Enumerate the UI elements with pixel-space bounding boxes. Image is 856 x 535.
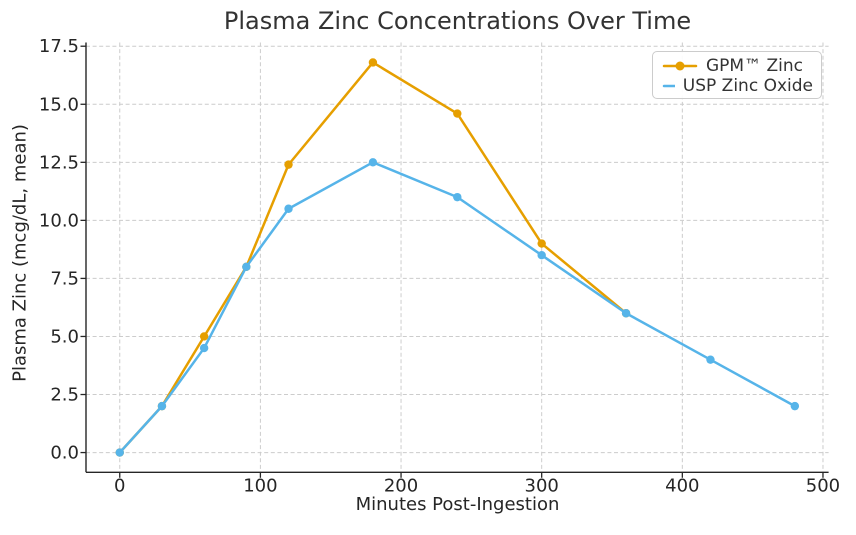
legend-line-sample-gpm-icon xyxy=(662,61,698,71)
x-tick-label: 0 xyxy=(114,476,125,497)
data-point-marker xyxy=(157,401,167,411)
y-tick-label: 10.0 xyxy=(39,210,79,231)
data-point-marker xyxy=(368,58,378,67)
data-point-marker xyxy=(453,109,462,118)
x-tick-label: 500 xyxy=(806,476,840,497)
x-tick-label: 100 xyxy=(243,476,277,497)
legend: GPM™ Zinc USP Zinc Oxide xyxy=(652,51,822,99)
x-tick-label: 400 xyxy=(665,476,699,497)
data-point-marker xyxy=(621,309,631,318)
legend-marker-gpm-icon xyxy=(675,61,685,71)
data-point-marker xyxy=(284,204,293,213)
chart-title: Plasma Zinc Concentrations Over Time xyxy=(223,7,692,35)
data-point-marker xyxy=(242,262,251,272)
data-point-marker xyxy=(199,332,209,341)
legend-item-usp-zinc-oxide: USP Zinc Oxide xyxy=(662,76,813,96)
data-point-marker xyxy=(537,250,546,260)
y-tick-label: 5.0 xyxy=(50,326,79,347)
series-markers-usp-zinc-oxide xyxy=(115,158,800,457)
x-axis-label: Minutes Post-Ingestion xyxy=(355,494,560,515)
data-point-marker xyxy=(537,239,546,248)
x-tick-label: 300 xyxy=(525,476,559,497)
y-tick-label: 7.5 xyxy=(50,268,79,289)
axes-spines xyxy=(85,42,829,473)
y-tick-label: 0.0 xyxy=(50,443,79,464)
data-point-marker xyxy=(706,355,715,364)
tick-marks xyxy=(80,45,824,478)
legend-label-usp: USP Zinc Oxide xyxy=(682,76,813,96)
legend-item-gpm-zinc: GPM™ Zinc xyxy=(662,56,813,76)
data-point-marker xyxy=(199,343,209,353)
data-point-marker xyxy=(453,192,462,202)
y-tick-label: 12.5 xyxy=(39,152,79,173)
data-point-marker xyxy=(790,401,800,411)
tick-labels: 0 100 200 300 400 500 0.0 2.5 5.0 7.5 10.0 12.5 15.0… xyxy=(39,36,840,496)
legend-line-sample-usp-icon xyxy=(662,84,675,88)
y-tick-label: 2.5 xyxy=(50,385,79,406)
y-tick-label: 15.0 xyxy=(39,94,79,115)
data-point-marker xyxy=(284,160,293,169)
x-tick-label: 200 xyxy=(384,476,418,497)
data-point-marker xyxy=(115,448,124,457)
legend-label-gpm: GPM™ Zinc xyxy=(706,56,803,76)
y-tick-label: 17.5 xyxy=(39,36,79,57)
grid xyxy=(86,42,829,473)
y-axis-label: Plasma Zinc (mcg/dL, mean) xyxy=(9,124,31,382)
data-point-marker xyxy=(368,158,378,167)
series-markers-gpm-zinc xyxy=(115,58,631,457)
